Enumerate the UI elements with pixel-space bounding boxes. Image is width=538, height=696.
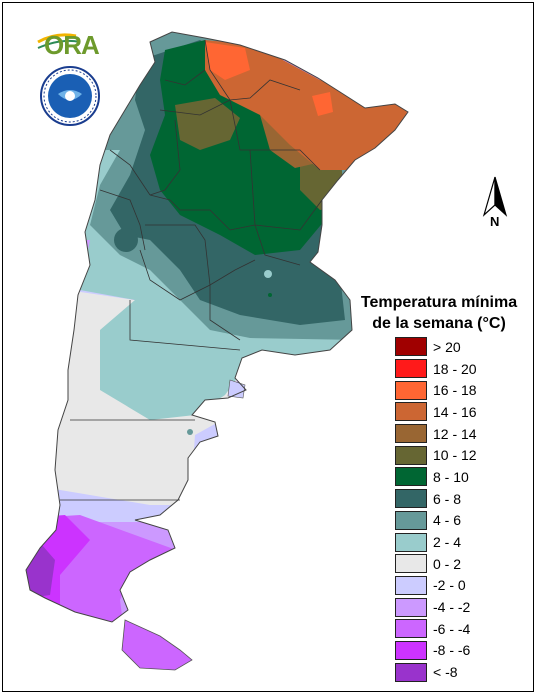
- ora-logo-text: ORA: [44, 30, 100, 60]
- map-dot: [264, 270, 272, 278]
- legend-swatch: [395, 402, 427, 422]
- legend-swatch: [395, 619, 427, 639]
- legend-label: -2 - 0: [433, 577, 466, 594]
- legend-swatch: [395, 359, 427, 379]
- legend-swatch: [395, 597, 427, 617]
- ora-logo-swoosh: [37, 33, 81, 49]
- legend-item: 6 - 8: [395, 488, 477, 510]
- legend-swatch: [395, 640, 427, 660]
- legend-swatch: [395, 554, 427, 574]
- zone-14-16: [205, 40, 408, 170]
- legend-title: Temperatura mínima de la semana (°C): [344, 292, 534, 334]
- legend-item: 14 - 16: [395, 401, 477, 423]
- legend-swatch: [395, 489, 427, 509]
- legend-label: 0 - 2: [433, 555, 462, 572]
- province-boundaries: [60, 39, 323, 501]
- legend-item: -4 - -2: [395, 596, 477, 618]
- legend: > 20 18 - 20 16 - 18 14 - 16 12 - 14 10 - 12 8…: [395, 336, 477, 683]
- smn-seal-icon: [40, 66, 100, 126]
- legend-label: < -8: [433, 664, 458, 681]
- north-label: N: [490, 214, 500, 229]
- legend-label: 16 - 18: [433, 382, 477, 399]
- legend-item: 8 - 10: [395, 466, 477, 488]
- legend-label: 4 - 6: [433, 512, 462, 529]
- ora-logo: ORA: [36, 28, 106, 60]
- legend-swatch: [395, 662, 427, 682]
- zone-6-8-cordillera: [114, 228, 138, 252]
- legend-item: -8 - -6: [395, 640, 477, 662]
- legend-swatch: [395, 467, 427, 487]
- legend-label: 10 - 12: [433, 447, 477, 464]
- legend-label: 8 - 10: [433, 468, 469, 485]
- legend-swatch: [395, 510, 427, 530]
- map-dot: [187, 429, 193, 435]
- legend-label: > 20: [433, 338, 461, 355]
- legend-item: > 20: [395, 336, 477, 358]
- zone-16-18: [205, 42, 250, 80]
- legend-swatch: [395, 337, 427, 357]
- legend-label: 6 - 8: [433, 490, 462, 507]
- legend-item: 0 - 2: [395, 553, 477, 575]
- map-dot: [268, 293, 272, 297]
- legend-item: 18 - 20: [395, 358, 477, 380]
- legend-item: -6 - -4: [395, 618, 477, 640]
- legend-swatch: [395, 532, 427, 552]
- zone-8-10: [150, 40, 325, 255]
- legend-item: -2 - 0: [395, 575, 477, 597]
- legend-swatch: [395, 575, 427, 595]
- tierra-del-fuego: [121, 619, 193, 671]
- north-arrow-icon: [482, 176, 508, 217]
- legend-label: 18 - 20: [433, 360, 477, 377]
- legend-item: 2 - 4: [395, 531, 477, 553]
- legend-item: 10 - 12: [395, 444, 477, 466]
- legend-swatch: [395, 424, 427, 444]
- legend-title-line1: Temperatura mínima: [360, 294, 518, 311]
- legend-label: -6 - -4: [433, 620, 471, 637]
- legend-label: 2 - 4: [433, 534, 462, 551]
- legend-item: 16 - 18: [395, 379, 477, 401]
- legend-swatch: [395, 445, 427, 465]
- legend-label: -4 - -2: [433, 599, 471, 616]
- legend-swatch: [395, 380, 427, 400]
- legend-item: 12 - 14: [395, 423, 477, 445]
- peninsula-valdes: [227, 379, 246, 399]
- legend-item: < -8: [395, 661, 477, 683]
- legend-label: 12 - 14: [433, 425, 477, 442]
- zone-16-18-east: [312, 92, 333, 116]
- legend-label: 14 - 16: [433, 403, 477, 420]
- legend-item: 4 - 6: [395, 510, 477, 532]
- zone-10-12: [175, 98, 240, 150]
- legend-label: -8 - -6: [433, 642, 471, 659]
- legend-title-line2: de la semana (°C): [372, 315, 506, 332]
